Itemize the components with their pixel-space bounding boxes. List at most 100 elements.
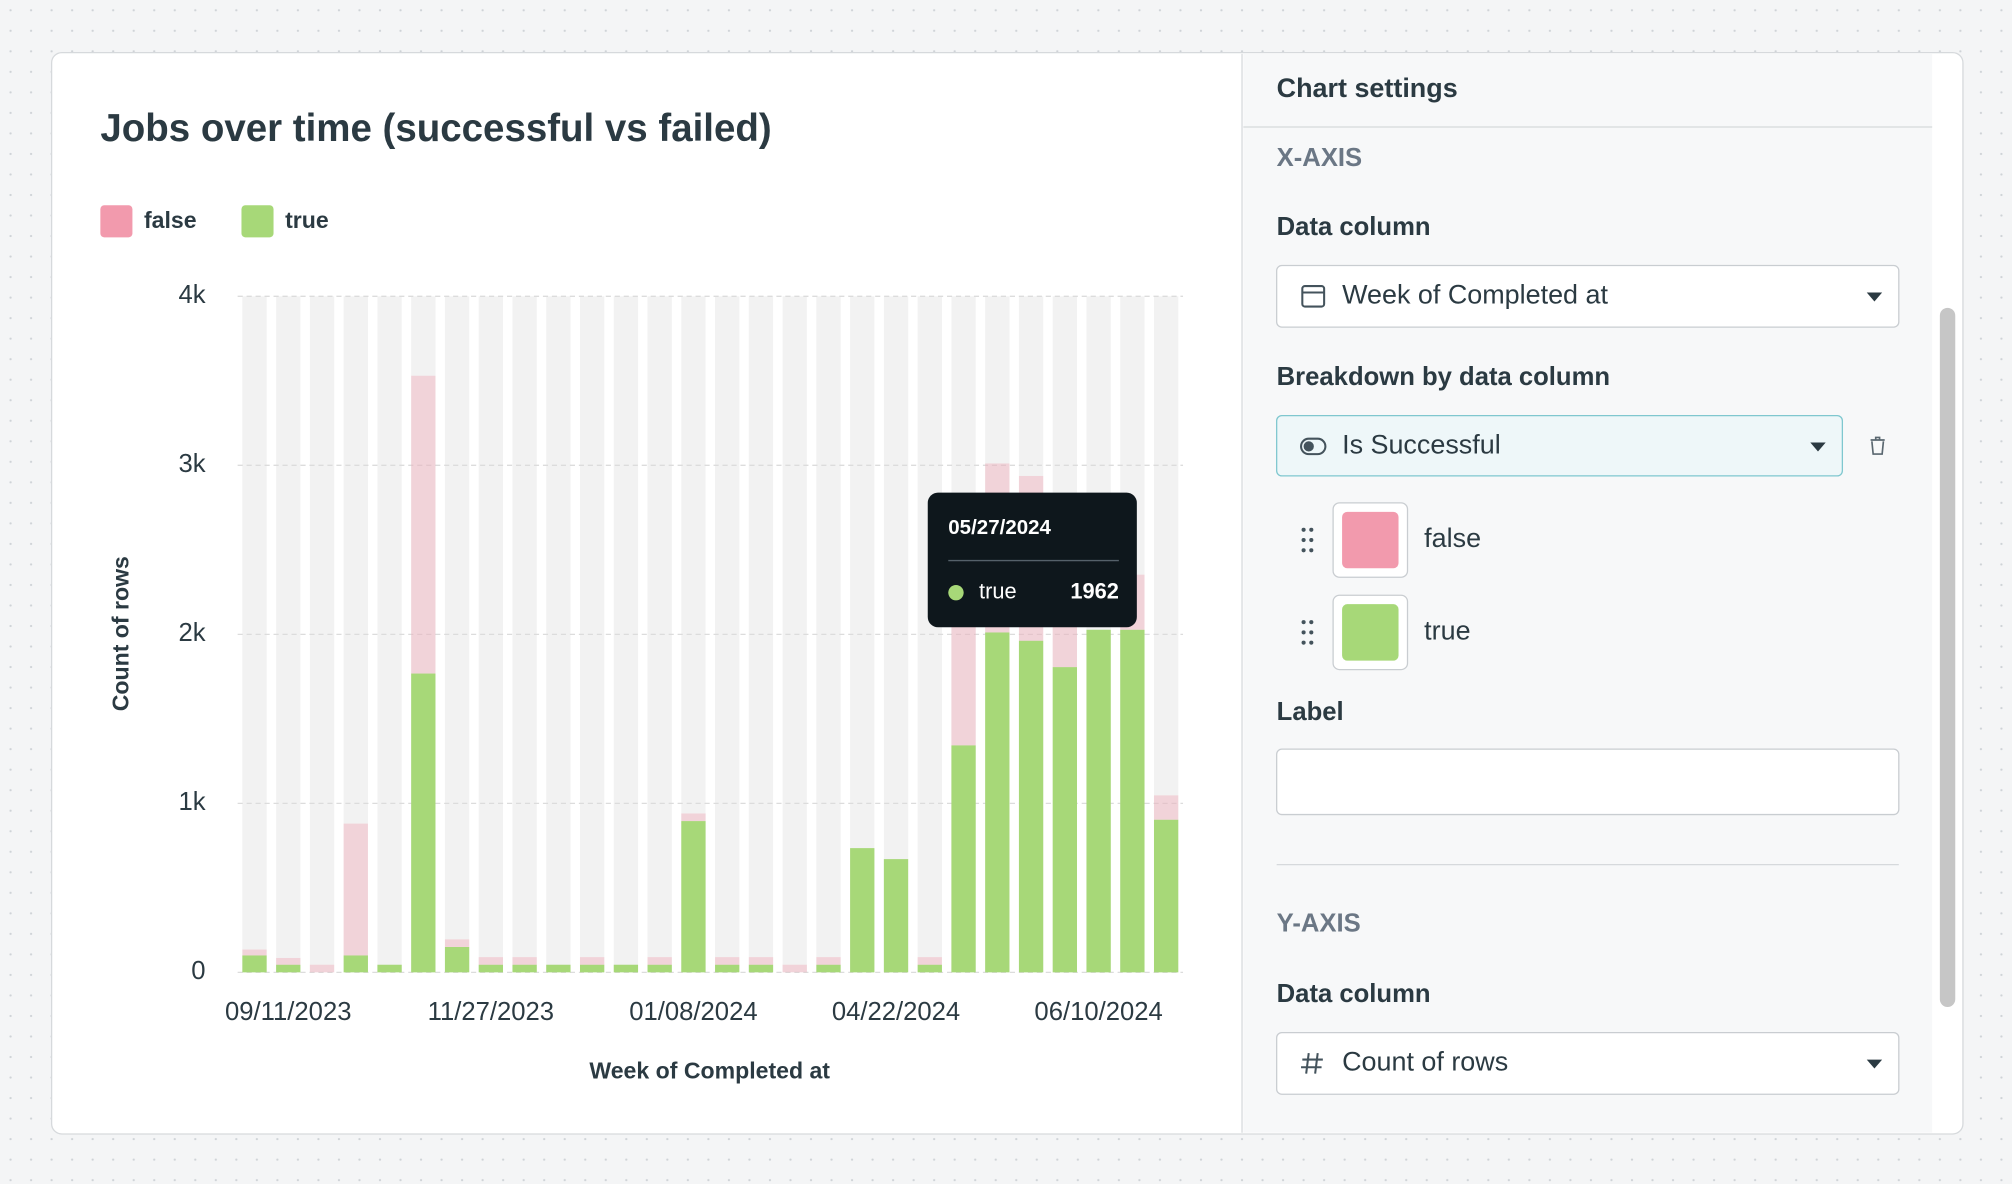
hash-icon [1301, 1053, 1323, 1074]
bar [748, 964, 774, 973]
tooltip-value: 1962 [1070, 578, 1119, 603]
drag-handle [1301, 630, 1306, 635]
bar [647, 964, 672, 973]
legend-swatch [100, 205, 133, 238]
bar [512, 964, 537, 973]
legend-swatch [241, 205, 274, 238]
drag-handle [1309, 640, 1314, 645]
select-value: Week of Completed at [1342, 279, 1608, 309]
bar [715, 964, 740, 973]
bar [681, 821, 706, 973]
bar [883, 859, 909, 973]
y-tick-label: 2k [178, 619, 205, 647]
bar-track [377, 296, 402, 973]
toggle-icon [1303, 441, 1314, 452]
drag-handle [1301, 548, 1306, 553]
x-tick-label: 04/22/2024 [832, 998, 960, 1026]
select-value: Is Successful [1342, 430, 1501, 460]
settings-panel [1243, 53, 1933, 1133]
drag-handle [1301, 640, 1306, 645]
drag-handle [1309, 620, 1314, 625]
bar [1153, 819, 1179, 973]
bar [478, 957, 504, 965]
drag-handle [1309, 527, 1314, 532]
bar-track [242, 296, 267, 973]
field-label: Breakdown by data column [1277, 363, 1610, 391]
swatch [1342, 511, 1399, 569]
bar [1153, 795, 1179, 820]
y-tick-label: 4k [178, 281, 205, 309]
legend-label: true [285, 207, 329, 233]
tooltip: 05/27/2024 true 1962 [927, 492, 1137, 628]
bar [444, 939, 470, 947]
y-tick-label: 1k [178, 788, 205, 816]
bar [1018, 640, 1044, 973]
bar [343, 823, 368, 956]
bar [951, 745, 976, 973]
bar [512, 957, 537, 965]
bar [546, 964, 571, 973]
trash-icon[interactable] [1870, 436, 1885, 455]
section-heading: Y-AXIS [1277, 910, 1361, 938]
select[interactable] [1276, 264, 1900, 328]
caret [1866, 1059, 1883, 1069]
bar-track [276, 296, 301, 973]
y-tick-label: 0 [191, 957, 205, 985]
bar [782, 964, 807, 973]
select[interactable] [1276, 1031, 1900, 1095]
y-tick-label: 3k [178, 450, 205, 478]
text-input[interactable] [1276, 748, 1900, 816]
calendar-icon [1301, 285, 1326, 308]
bar [1086, 629, 1111, 973]
bar [242, 949, 267, 956]
bar [816, 957, 841, 965]
bar [309, 964, 335, 973]
bar [647, 957, 672, 965]
select-value: Count of rows [1342, 1047, 1508, 1077]
section-heading: X-AXIS [1277, 144, 1363, 172]
breakdown-list: false true [1301, 502, 1481, 671]
drag-handle [1301, 527, 1306, 532]
select[interactable] [1276, 414, 1844, 477]
field-label: Data column [1277, 980, 1431, 1008]
bar [985, 632, 1010, 973]
drag-handle [1301, 620, 1306, 625]
bar [850, 848, 875, 973]
bar [343, 955, 368, 973]
drag-handle [1309, 548, 1314, 553]
bar [478, 964, 504, 973]
caret [1810, 442, 1826, 452]
breakdown-label: true [1424, 616, 1470, 646]
toggle-icon [1300, 437, 1327, 456]
bar [444, 946, 470, 973]
chart-title: Jobs over time (successful vs failed) [100, 107, 771, 150]
x-tick-label: 06/10/2024 [1034, 998, 1162, 1026]
bar [411, 673, 436, 973]
bar [681, 813, 706, 822]
bar [1052, 667, 1078, 973]
drag-handle [1309, 630, 1314, 635]
x-tick-label: 09/11/2023 [225, 998, 351, 1026]
drag-handle [1301, 537, 1306, 543]
scrollbar[interactable] [1939, 307, 1956, 1007]
tooltip-series: true [979, 578, 1017, 603]
bar [816, 964, 841, 973]
field-label: Data column [1277, 213, 1431, 241]
tooltip-dot [948, 584, 964, 601]
bar [579, 964, 605, 973]
breakdown-label: false [1424, 523, 1481, 553]
bar [242, 955, 267, 973]
bar [579, 957, 605, 965]
bar-track [546, 296, 571, 973]
bar [715, 957, 740, 965]
bar-track [816, 296, 841, 973]
bar [276, 957, 301, 965]
legend-label: false [144, 207, 197, 233]
caret [1866, 292, 1883, 302]
y-axis-title: Count of rows [107, 556, 133, 711]
swatch [1342, 604, 1399, 661]
drag-handle [1309, 537, 1314, 543]
bar [276, 964, 301, 973]
bar [1120, 629, 1145, 973]
